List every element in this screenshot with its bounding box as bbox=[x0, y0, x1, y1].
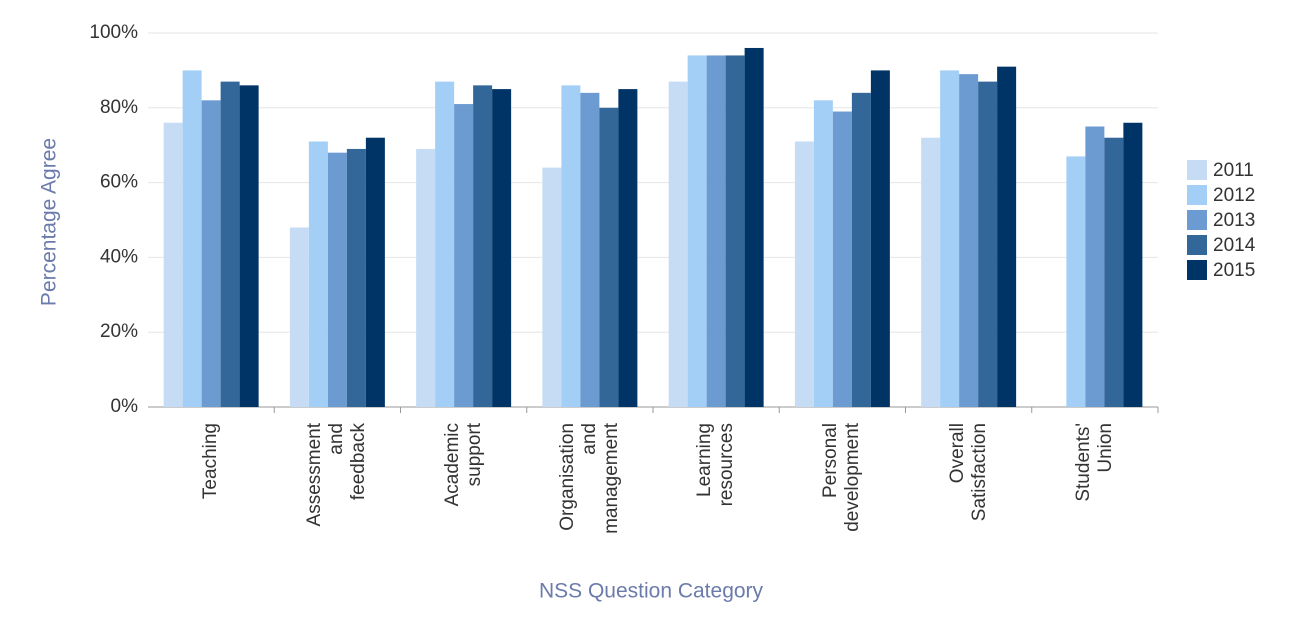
bar bbox=[744, 47, 764, 408]
legend-label: 2011 bbox=[1213, 160, 1254, 181]
x-tick-label: Personal development bbox=[820, 423, 864, 532]
bar bbox=[346, 148, 366, 407]
y-tick-label: 20% bbox=[100, 321, 138, 342]
y-axis-title: Percentage Agree bbox=[38, 138, 61, 306]
bar bbox=[959, 74, 979, 407]
legend-label: 2013 bbox=[1213, 210, 1255, 231]
y-tick-label: 100% bbox=[89, 22, 138, 43]
bar bbox=[668, 81, 688, 408]
y-tick-label: 60% bbox=[100, 172, 138, 193]
bar bbox=[832, 111, 852, 407]
legend-swatch bbox=[1187, 260, 1207, 280]
bar bbox=[454, 104, 474, 407]
x-tick-label: Teaching bbox=[200, 423, 222, 500]
x-tick-label: Learning resources bbox=[694, 423, 738, 507]
legend-label: 2015 bbox=[1213, 260, 1255, 281]
bar bbox=[163, 122, 183, 407]
bar bbox=[1085, 126, 1105, 407]
y-tick-label: 80% bbox=[100, 97, 138, 118]
bar bbox=[706, 55, 726, 407]
bar bbox=[794, 141, 814, 407]
bar bbox=[308, 141, 328, 407]
bar bbox=[365, 137, 385, 407]
legend-swatch bbox=[1187, 160, 1207, 180]
legend-label: 2012 bbox=[1213, 185, 1255, 206]
x-tick-label: Organisation and management bbox=[556, 423, 622, 534]
bar bbox=[618, 89, 638, 407]
bar bbox=[997, 66, 1017, 407]
bar bbox=[940, 70, 960, 408]
legend-swatch bbox=[1187, 185, 1207, 205]
bar bbox=[687, 55, 707, 407]
bar bbox=[1066, 156, 1086, 407]
legend-swatch bbox=[1187, 235, 1207, 255]
bar bbox=[220, 81, 240, 408]
bar bbox=[182, 70, 202, 408]
bar bbox=[327, 152, 347, 407]
bar bbox=[1123, 122, 1143, 407]
y-tick-label: 0% bbox=[111, 396, 139, 417]
bar bbox=[813, 100, 833, 407]
legend-swatch bbox=[1187, 210, 1207, 230]
bar bbox=[725, 55, 745, 407]
x-tick-label: Overall Satisfaction bbox=[946, 423, 990, 522]
y-tick-label: 40% bbox=[100, 246, 138, 267]
bar bbox=[870, 70, 890, 408]
bar bbox=[921, 137, 941, 407]
bar bbox=[561, 85, 581, 408]
x-tick-label: Students' Union bbox=[1072, 423, 1116, 502]
bar bbox=[580, 92, 600, 407]
bar bbox=[542, 167, 562, 407]
bar bbox=[239, 85, 259, 408]
bar bbox=[289, 227, 309, 407]
x-tick-label: Assessment and feedback bbox=[304, 423, 370, 527]
bar bbox=[978, 81, 998, 408]
bar bbox=[201, 100, 221, 407]
bar bbox=[599, 107, 619, 408]
bar bbox=[473, 85, 493, 408]
bar bbox=[416, 148, 436, 407]
x-tick-label: Academic support bbox=[441, 423, 485, 507]
bar bbox=[435, 81, 455, 408]
x-axis-title: NSS Question Category bbox=[539, 580, 764, 603]
bar bbox=[492, 89, 512, 407]
bar bbox=[1104, 137, 1124, 407]
bar bbox=[851, 92, 871, 407]
legend-label: 2014 bbox=[1213, 235, 1256, 256]
